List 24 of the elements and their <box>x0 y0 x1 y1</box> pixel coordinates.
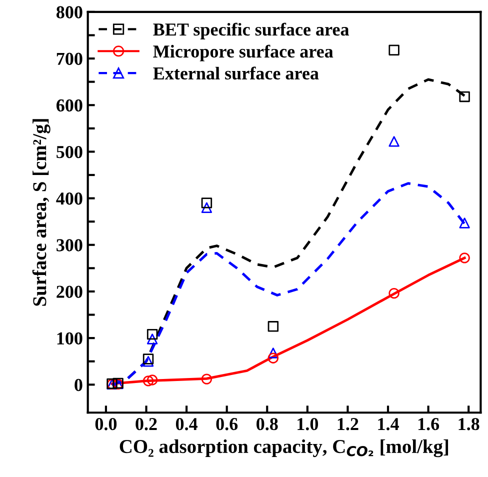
x-tick-label: 0.6 <box>216 418 238 430</box>
x-tick-label: 0.0 <box>95 418 117 430</box>
y-tick-label: 400 <box>56 192 82 205</box>
x-tick-label: 1.6 <box>418 418 440 430</box>
x-axis-title: CO₂ adsorption capacity, C$_{CO₂}$ [mol/kg] <box>120 439 448 458</box>
y-axis-title: Surface area, S [cm²/g] <box>32 119 50 306</box>
y-tick-label: 300 <box>56 239 82 252</box>
x-tick-label: 1.2 <box>338 418 358 430</box>
legend-label: Micropore surface area <box>153 44 334 62</box>
y-tick-label: 700 <box>56 52 82 65</box>
legend-label: External surface area <box>153 66 319 80</box>
x-tick-label: 1.8 <box>458 418 480 430</box>
y-tick-label: 800 <box>56 6 82 18</box>
y-tick-label: 0 <box>74 378 82 392</box>
y-tick-label: 500 <box>56 146 82 158</box>
x-tick-label: 1.0 <box>298 418 318 430</box>
x-tick-label: 0.8 <box>256 418 278 430</box>
x-tick-label: 0.4 <box>176 418 198 430</box>
y-tick-label: 600 <box>56 99 82 112</box>
y-tick-label: 100 <box>57 332 82 344</box>
y-tick-label: 200 <box>56 286 82 298</box>
legend-label: BET specific surface area <box>153 22 349 40</box>
x-tick-label: 1.4 <box>378 418 399 430</box>
x-tick-label: 0.2 <box>136 418 157 430</box>
